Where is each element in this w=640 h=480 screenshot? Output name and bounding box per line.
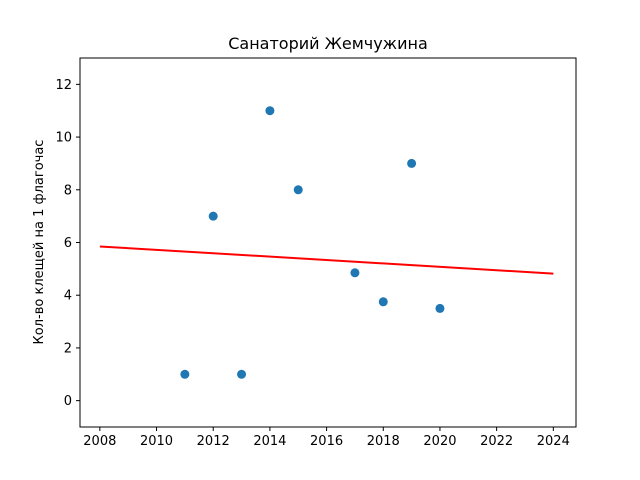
y-tick-label: 0 — [64, 394, 72, 409]
data-point — [180, 369, 190, 379]
data-point — [265, 106, 275, 116]
x-tick-label: 2020 — [423, 434, 456, 449]
plot-frame — [79, 57, 577, 428]
x-tick-label: 2016 — [310, 434, 343, 449]
trend-line — [99, 245, 554, 275]
y-tick-label: 2 — [64, 341, 72, 356]
x-tick-label: 2018 — [367, 434, 400, 449]
x-tick-label: 2024 — [537, 434, 570, 449]
data-point — [208, 211, 218, 221]
x-tick-label: 2022 — [480, 434, 513, 449]
y-tick-label: 4 — [64, 289, 72, 304]
chart-title: Санаторий Жемчужина — [228, 34, 428, 53]
data-point — [237, 369, 247, 379]
x-axis-ticks: 2008 2010 2012 2014 2016 2018 2020 2022 2024 — [83, 427, 570, 449]
y-tick-label: 8 — [64, 183, 72, 198]
data-point — [293, 185, 303, 195]
x-tick-label: 2008 — [83, 434, 116, 449]
plot-area — [80, 58, 576, 427]
data-point — [350, 268, 360, 278]
x-tick-label: 2010 — [140, 434, 173, 449]
data-point — [378, 297, 388, 307]
x-tick-label: 2014 — [253, 434, 286, 449]
data-point — [407, 158, 417, 168]
data-point — [435, 303, 445, 313]
y-tick-label: 12 — [55, 78, 72, 93]
data-points — [180, 106, 445, 379]
x-tick-label: 2012 — [197, 434, 230, 449]
y-axis-ticks: 0 2 4 6 8 10 12 — [55, 78, 80, 409]
y-tick-label: 6 — [64, 236, 72, 251]
y-tick-label: 10 — [55, 131, 72, 146]
trend-line-group — [99, 245, 554, 275]
y-axis-label: Кол-во клещей на 1 флагочас — [32, 140, 47, 345]
